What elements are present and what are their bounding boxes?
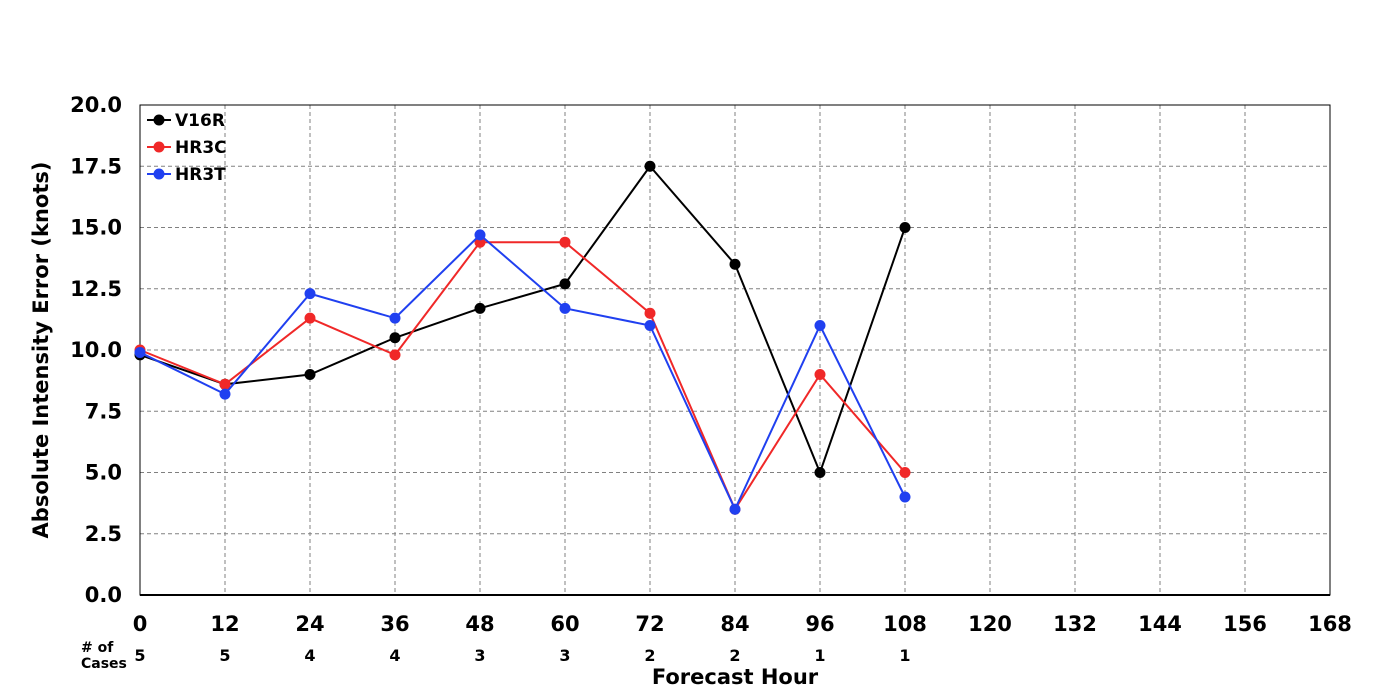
series-line: [139, 233, 906, 512]
x-tick-label: 72: [635, 612, 664, 636]
x-tick-label: 168: [1308, 612, 1352, 636]
x-tick-label: 132: [1053, 612, 1097, 636]
case-count: 2: [644, 646, 655, 665]
x-tick-label: 156: [1223, 612, 1267, 636]
case-count: 2: [729, 646, 740, 665]
data-point: [814, 467, 826, 478]
x-tick-label: 120: [968, 612, 1012, 636]
data-point: [729, 503, 741, 515]
case-count: 1: [814, 646, 825, 665]
grid: [140, 105, 1330, 595]
series-line: [139, 241, 906, 512]
cases-row: # of Cases 5 5 4 4 3 3 2 2 1 1: [81, 640, 911, 672]
cases-label-line2: Cases: [81, 656, 127, 672]
case-count: 4: [389, 646, 400, 665]
y-tick-label: 10.0: [70, 338, 122, 362]
cases-label-line1: # of: [81, 640, 114, 656]
data-point: [304, 312, 316, 324]
x-axis-title: Forecast Hour: [652, 665, 819, 689]
x-tick-label: 84: [720, 612, 749, 636]
y-axis-title: Absolute Intensity Error (knots): [29, 162, 53, 539]
x-tick-label: 108: [883, 612, 927, 636]
data-point: [814, 369, 826, 380]
legend-item-hr3c: HR3C: [147, 138, 227, 158]
data-point: [644, 160, 656, 172]
x-tick-label: 0: [133, 612, 148, 636]
case-count: 3: [559, 646, 570, 665]
data-point: [389, 312, 401, 324]
x-axis-ticks: 0 12 24 36 48 60 72 84 96 108 120 132 144 156 168: [133, 612, 1352, 636]
data-point: [729, 258, 741, 270]
y-tick-label: 5.0: [85, 461, 122, 485]
case-count: 5: [134, 646, 145, 665]
data-point: [304, 369, 316, 380]
y-tick-label: 7.5: [85, 399, 122, 423]
data-point: [899, 491, 911, 503]
series-hr3t: [134, 229, 911, 515]
case-count: 3: [474, 646, 485, 665]
data-point: [134, 346, 146, 358]
legend-marker: [153, 141, 165, 153]
legend-marker: [153, 168, 165, 180]
legend-label: V16R: [175, 111, 225, 131]
data-point: [644, 320, 656, 331]
legend-item-hr3t: HR3T: [147, 165, 226, 185]
y-tick-label: 2.5: [85, 522, 122, 546]
legend-marker: [153, 114, 165, 126]
data-point: [559, 236, 571, 248]
legend: V16R HR3C HR3T: [147, 111, 227, 185]
y-tick-label: 15.0: [70, 216, 122, 240]
data-point: [389, 349, 401, 361]
x-tick-label: 36: [380, 612, 409, 636]
data-point: [899, 467, 911, 478]
y-tick-label: 20.0: [70, 93, 122, 117]
legend-label: HR3T: [175, 165, 226, 185]
data-point: [474, 302, 486, 314]
data-point: [304, 288, 316, 300]
series-layer: [134, 160, 911, 515]
legend-label: HR3C: [175, 138, 227, 158]
x-tick-label: 60: [550, 612, 579, 636]
x-tick-label: 24: [295, 612, 324, 636]
data-point: [219, 378, 231, 390]
data-point: [474, 229, 486, 241]
case-count: 5: [219, 646, 230, 665]
case-count: 1: [899, 646, 910, 665]
x-tick-label: 96: [805, 612, 834, 636]
data-point: [389, 332, 401, 344]
series-hr3c: [134, 236, 911, 515]
data-point: [559, 278, 571, 290]
y-axis-ticks: 0.0 2.5 5.0 7.5 10.0 12.5 15.0 17.5 20.0: [70, 93, 122, 607]
y-tick-label: 12.5: [70, 277, 122, 301]
legend-item-v16r: V16R: [147, 111, 225, 131]
y-tick-label: 17.5: [70, 154, 122, 178]
data-point: [899, 222, 911, 233]
data-point: [559, 302, 571, 314]
case-count: 4: [304, 646, 315, 665]
x-tick-label: 144: [1138, 612, 1182, 636]
data-point: [219, 388, 231, 400]
y-tick-label: 0.0: [85, 583, 122, 607]
data-point: [644, 307, 656, 319]
x-tick-label: 48: [465, 612, 494, 636]
data-point: [814, 320, 826, 331]
x-tick-label: 12: [210, 612, 239, 636]
series-v16r: [134, 160, 911, 478]
series-line: [139, 164, 906, 476]
